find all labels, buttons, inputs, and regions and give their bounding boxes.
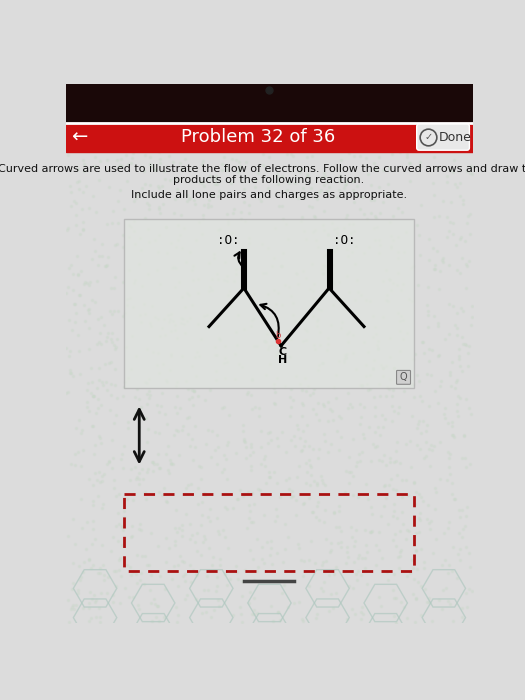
Text: :O:: :O: bbox=[217, 234, 240, 247]
Bar bbox=[124, 494, 414, 571]
Text: ←: ← bbox=[71, 127, 88, 146]
Text: ✓: ✓ bbox=[424, 132, 433, 142]
Text: b: b bbox=[275, 331, 280, 340]
Text: Problem 32 of 36: Problem 32 of 36 bbox=[181, 128, 335, 146]
Text: C: C bbox=[279, 347, 287, 357]
Bar bbox=[124, 218, 414, 388]
FancyBboxPatch shape bbox=[396, 370, 411, 384]
Bar bbox=[66, 84, 472, 122]
Text: Done: Done bbox=[439, 131, 472, 144]
Text: H: H bbox=[278, 355, 287, 365]
Text: Include all lone pairs and charges as appropriate.: Include all lone pairs and charges as ap… bbox=[131, 190, 407, 200]
FancyBboxPatch shape bbox=[417, 124, 469, 150]
Bar bbox=[66, 122, 472, 152]
Text: Curved arrows are used to illustrate the flow of electrons. Follow the curved ar: Curved arrows are used to illustrate the… bbox=[0, 164, 525, 174]
Text: :O:: :O: bbox=[333, 234, 355, 247]
Text: Q: Q bbox=[400, 372, 407, 382]
Text: products of the following reaction.: products of the following reaction. bbox=[173, 175, 364, 185]
